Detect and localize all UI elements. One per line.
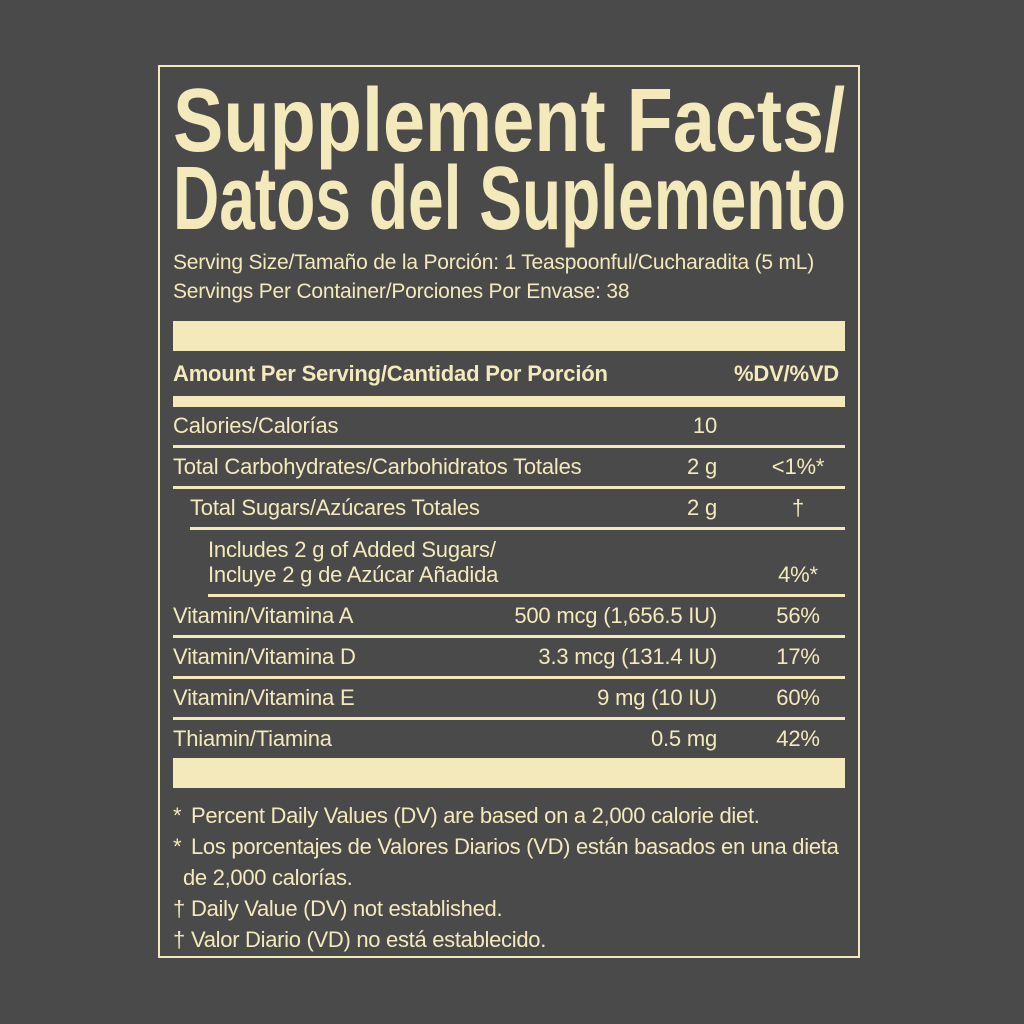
nutrient-name: Thiamin/Tiamina — [173, 726, 332, 751]
footnote-line: † Valor Diario (VD) no está establecido. — [173, 924, 845, 955]
title-line-spanish: Datos del Suplemento — [173, 149, 846, 249]
row-separator — [173, 676, 845, 679]
amount-per-serving-header: Amount Per Serving/Cantidad Por Porción — [173, 360, 608, 386]
title-line-english: Supplement Facts/ — [173, 71, 846, 171]
footnotes: * Percent Daily Values (DV) are based on… — [173, 800, 845, 955]
dv-header: %DV/%VD — [734, 360, 839, 386]
nutrient-name: Vitamin/Vitamina D — [173, 644, 356, 669]
footnote-marker: † — [173, 927, 185, 952]
nutrient-amount: 500 mcg (1,656.5 IU) — [514, 603, 717, 628]
servings-per-container-line: Servings Per Container/Porciones Por Env… — [173, 280, 630, 303]
nutrient-name: Vitamin/Vitamina E — [173, 685, 355, 710]
nutrient-dv: 56% — [776, 603, 820, 628]
nutrient-name: Calories/Calorías — [173, 413, 339, 438]
label-title: Supplement Facts/ Datos del Suplemento — [173, 71, 846, 249]
row-vitamin-d: Vitamin/Vitamina D 3.3 mcg (131.4 IU) 17… — [173, 638, 845, 676]
footnote-text: Los porcentajes de Valores Diarios (VD) … — [191, 834, 839, 859]
row-separator — [173, 445, 845, 448]
row-added-sugars: Includes 2 g of Added Sugars/ Incluye 2 … — [173, 530, 845, 594]
nutrient-amount: 0.5 mg — [650, 726, 717, 751]
nutrient-name-line-english: Includes 2 g of Added Sugars/ — [208, 537, 496, 562]
footnote-line: † Daily Value (DV) not established. — [173, 893, 845, 924]
footnote-text: Valor Diario (VD) no está establecido. — [191, 927, 547, 952]
nutrient-amount: 2 g — [687, 495, 717, 520]
row-separator — [173, 635, 845, 638]
nutrient-amount: 3.3 mcg (131.4 IU) — [538, 644, 717, 669]
nutrient-amount: 2 g — [687, 454, 717, 479]
footnote-line: * Percent Daily Values (DV) are based on… — [173, 800, 845, 831]
row-vitamin-e: Vitamin/Vitamina E 9 mg (10 IU) 60% — [173, 679, 845, 717]
supplement-facts-label: Supplement Facts/ Datos del Suplemento S… — [158, 65, 860, 958]
footnote-line: * Los porcentajes de Valores Diarios (VD… — [173, 831, 845, 862]
footnote-marker — [173, 862, 183, 893]
nutrient-dv: <1%* — [771, 454, 825, 479]
column-header-row: Amount Per Serving/Cantidad Por Porción … — [173, 351, 845, 396]
nutrient-dv: 42% — [776, 726, 820, 751]
nutrient-dv: 60% — [776, 685, 820, 710]
footnote-text: Percent Daily Values (DV) are based on a… — [191, 803, 760, 828]
nutrient-dv: 17% — [776, 644, 820, 669]
row-separator — [208, 594, 845, 597]
nutrient-amount: 9 mg (10 IU) — [597, 685, 717, 710]
serving-info: Serving Size/Tamaño de la Porción: 1 Tea… — [173, 248, 845, 306]
row-separator — [173, 486, 845, 489]
footnote-line-continuation: de 2,000 calorías. — [173, 862, 845, 893]
medium-rule — [173, 396, 845, 407]
nutrient-name: Total Carbohydrates/Carbohidratos Totale… — [173, 454, 582, 479]
thick-rule-bottom — [173, 758, 845, 788]
row-separator — [173, 717, 845, 720]
row-total-carbohydrates: Total Carbohydrates/Carbohidratos Totale… — [173, 448, 845, 486]
footnote-text: Daily Value (DV) not established. — [191, 896, 503, 921]
nutrient-name: Total Sugars/Azúcares Totales — [190, 495, 480, 520]
serving-size-line: Serving Size/Tamaño de la Porción: 1 Tea… — [173, 251, 815, 274]
thick-rule-top — [173, 321, 845, 351]
row-calories: Calories/Calorías 10 — [173, 407, 845, 445]
nutrient-dv: † — [791, 495, 805, 520]
nutrient-name: Includes 2 g of Added Sugars/ Incluye 2 … — [173, 537, 498, 587]
footnote-marker: * — [173, 803, 182, 828]
footnote-text: de 2,000 calorías. — [183, 865, 353, 890]
nutrient-name: Vitamin/Vitamina A — [173, 603, 354, 628]
nutrient-amount: 10 — [692, 413, 717, 438]
row-vitamin-a: Vitamin/Vitamina A 500 mcg (1,656.5 IU) … — [173, 597, 845, 635]
footnote-marker: * — [173, 834, 182, 859]
nutrient-name-line-spanish: Incluye 2 g de Azúcar Añadida — [208, 562, 499, 587]
row-separator — [190, 527, 845, 530]
row-total-sugars: Total Sugars/Azúcares Totales 2 g † — [173, 489, 845, 527]
footnote-marker: † — [173, 896, 185, 921]
row-thiamin: Thiamin/Tiamina 0.5 mg 42% — [173, 720, 845, 758]
nutrient-dv: 4%* — [778, 562, 818, 587]
